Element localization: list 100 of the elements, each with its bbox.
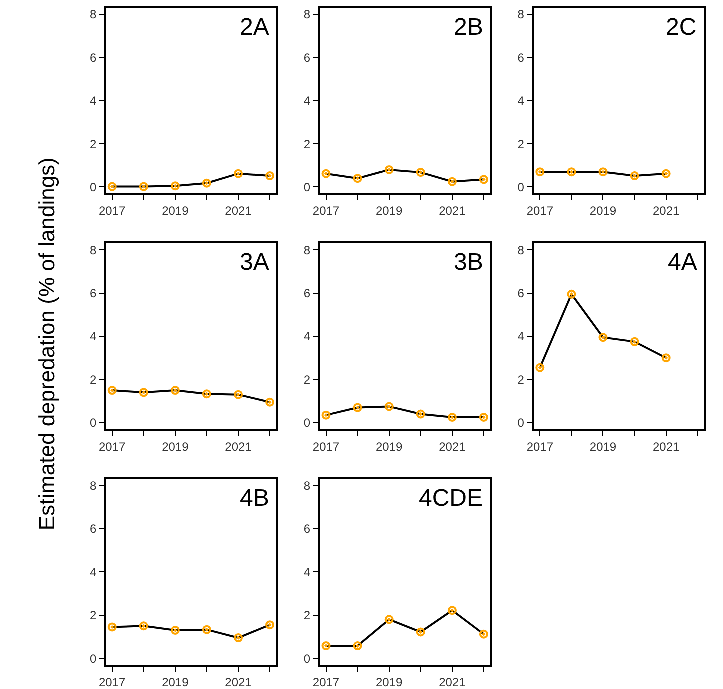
x-tick-label: 2017	[312, 675, 340, 689]
x-tick-label: 2019	[376, 204, 404, 218]
x-tick-label: 2019	[590, 204, 617, 218]
y-tick-label: 2	[518, 372, 525, 387]
point	[234, 634, 244, 643]
x-tick-label: 2017	[98, 440, 126, 454]
point	[266, 620, 275, 630]
y-tick-label: 6	[304, 522, 311, 536]
chart-title: 2C	[666, 14, 697, 41]
point	[322, 169, 331, 178]
y-tick-label: 2	[304, 372, 311, 387]
y-tick-label: 2	[90, 372, 97, 387]
x-tick-label: 2019	[590, 440, 617, 454]
x-tick-label: 2019	[376, 440, 404, 454]
x-tick-label: 2017	[312, 204, 340, 218]
point	[170, 386, 180, 396]
y-axis-title: Estimated depredation (% of landings)	[34, 158, 60, 531]
y-tick-label: 4	[90, 565, 97, 580]
y-tick-label: 4	[304, 94, 311, 108]
y-tick-label: 8	[304, 243, 311, 258]
point	[108, 182, 117, 192]
point	[322, 642, 331, 651]
point	[353, 403, 362, 412]
point	[139, 182, 148, 192]
x-tick-label: 2019	[162, 440, 190, 454]
point	[234, 169, 244, 178]
y-tick-label: 8	[304, 8, 311, 22]
point	[416, 410, 426, 419]
x-tick-label: 2017	[526, 204, 554, 218]
y-tick-label: 4	[518, 94, 525, 108]
point	[170, 626, 180, 635]
point	[384, 615, 394, 624]
point	[448, 412, 457, 422]
y-tick-label: 4	[518, 330, 525, 344]
chart-title: 4A	[668, 249, 698, 276]
y-tick-label: 6	[90, 50, 97, 65]
x-tick-label: 2017	[98, 204, 126, 218]
x-tick-label: 2021	[439, 440, 466, 454]
x-tick-label: 2017	[98, 675, 126, 689]
point	[479, 175, 488, 184]
y-tick-label: 8	[518, 243, 525, 258]
x-tick-label: 2017	[526, 440, 554, 454]
point	[662, 354, 671, 363]
chart-title: 2B	[454, 14, 484, 41]
y-tick-label: 6	[304, 50, 311, 65]
point	[202, 390, 212, 399]
y-tick-label: 6	[90, 522, 97, 536]
x-tick-label: 2019	[376, 675, 404, 689]
point	[353, 642, 362, 651]
y-tick-label: 2	[518, 137, 525, 152]
point	[266, 398, 275, 407]
y-tick-label: 2	[304, 137, 311, 152]
y-tick-label: 0	[518, 416, 525, 430]
y-tick-label: 2	[304, 608, 311, 623]
y-tick-label: 2	[90, 608, 97, 623]
x-tick-label: 2021	[225, 440, 252, 454]
point	[567, 290, 576, 299]
point	[416, 168, 426, 178]
point	[448, 606, 457, 616]
y-tick-label: 0	[518, 180, 525, 194]
point	[266, 172, 275, 181]
point	[598, 333, 608, 342]
x-tick-label: 2019	[162, 204, 190, 218]
point	[479, 412, 488, 422]
point	[322, 410, 331, 420]
y-tick-label: 6	[304, 286, 311, 301]
chart-title: 3B	[454, 249, 484, 276]
y-tick-label: 4	[304, 565, 311, 580]
point	[448, 177, 457, 186]
y-tick-label: 0	[304, 180, 311, 194]
point	[416, 628, 426, 637]
point	[108, 386, 117, 396]
point	[202, 178, 212, 188]
x-tick-label: 2021	[225, 204, 252, 218]
point	[630, 337, 640, 346]
x-tick-label: 2021	[225, 675, 252, 689]
point	[353, 174, 362, 184]
point	[139, 622, 148, 631]
y-tick-label: 0	[304, 652, 311, 666]
chart-title: 4CDE	[419, 485, 484, 512]
chart-title: 4B	[240, 485, 270, 512]
x-tick-label: 2017	[312, 440, 340, 454]
point	[384, 165, 394, 174]
y-tick-label: 0	[90, 652, 97, 666]
y-tick-label: 4	[90, 94, 97, 108]
x-tick-label: 2019	[162, 675, 190, 689]
x-tick-label: 2021	[439, 204, 466, 218]
y-tick-label: 0	[304, 416, 311, 430]
chart-title: 2A	[240, 14, 270, 41]
y-tick-label: 0	[90, 416, 97, 430]
point	[384, 402, 394, 412]
point	[170, 182, 180, 191]
y-tick-label: 8	[304, 478, 311, 493]
y-tick-label: 0	[90, 180, 97, 194]
x-tick-label: 2021	[652, 204, 680, 218]
x-tick-label: 2021	[652, 440, 680, 454]
chart-title: 3A	[240, 249, 270, 276]
point	[234, 390, 244, 400]
x-tick-label: 2021	[439, 675, 466, 689]
y-tick-label: 2	[90, 137, 97, 152]
